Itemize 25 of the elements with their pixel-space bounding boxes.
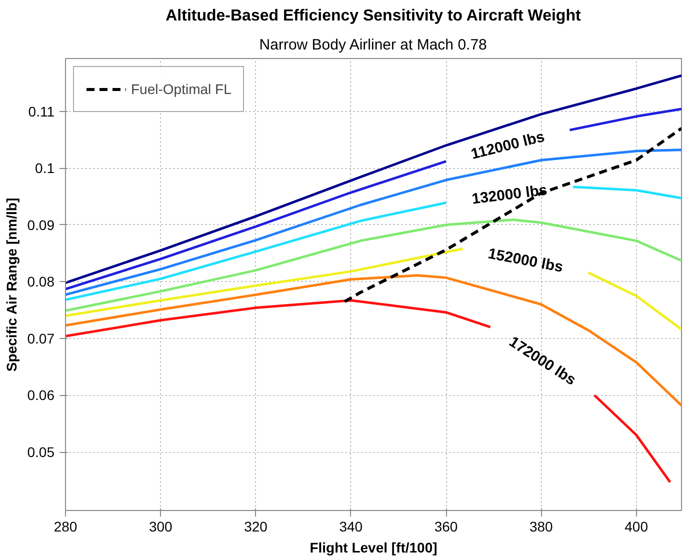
y-tick-label: 0.1 xyxy=(35,160,55,176)
y-tick-label: 0.05 xyxy=(27,444,55,460)
annotation: 152000 lbs xyxy=(486,245,564,276)
line-series xyxy=(343,126,682,304)
line-series xyxy=(66,218,682,312)
annotation: 112000 lbs xyxy=(469,128,546,164)
x-tick-label: 360 xyxy=(434,518,458,534)
x-tick-label: 380 xyxy=(529,518,554,534)
x-axis-title: Flight Level [ft/100] xyxy=(310,540,438,556)
y-axis-title: Specific Air Range [nm/lb] xyxy=(3,198,20,372)
chart-subtitle: Narrow Body Airliner at Mach 0.78 xyxy=(259,36,487,54)
x-tick-label: 340 xyxy=(339,518,363,534)
y-tick-label: 0.08 xyxy=(27,274,55,290)
line-series xyxy=(66,74,682,284)
x-tick-label: 300 xyxy=(148,518,173,534)
legend-label: Fuel-Optimal FL xyxy=(131,81,232,97)
chart-title: Altitude-Based Efficiency Sensitivity to Aircraft Weight xyxy=(166,8,582,24)
x-tick-label: 320 xyxy=(244,518,268,534)
x-tick-label: 280 xyxy=(54,518,78,534)
y-tick-label: 0.09 xyxy=(27,216,55,233)
y-tick-label: 0.11 xyxy=(28,103,55,120)
y-tick-label: 0.07 xyxy=(27,330,55,346)
line-series xyxy=(66,274,682,407)
y-tick-label: 0.06 xyxy=(27,387,55,404)
x-tick-label: 400 xyxy=(624,518,648,534)
